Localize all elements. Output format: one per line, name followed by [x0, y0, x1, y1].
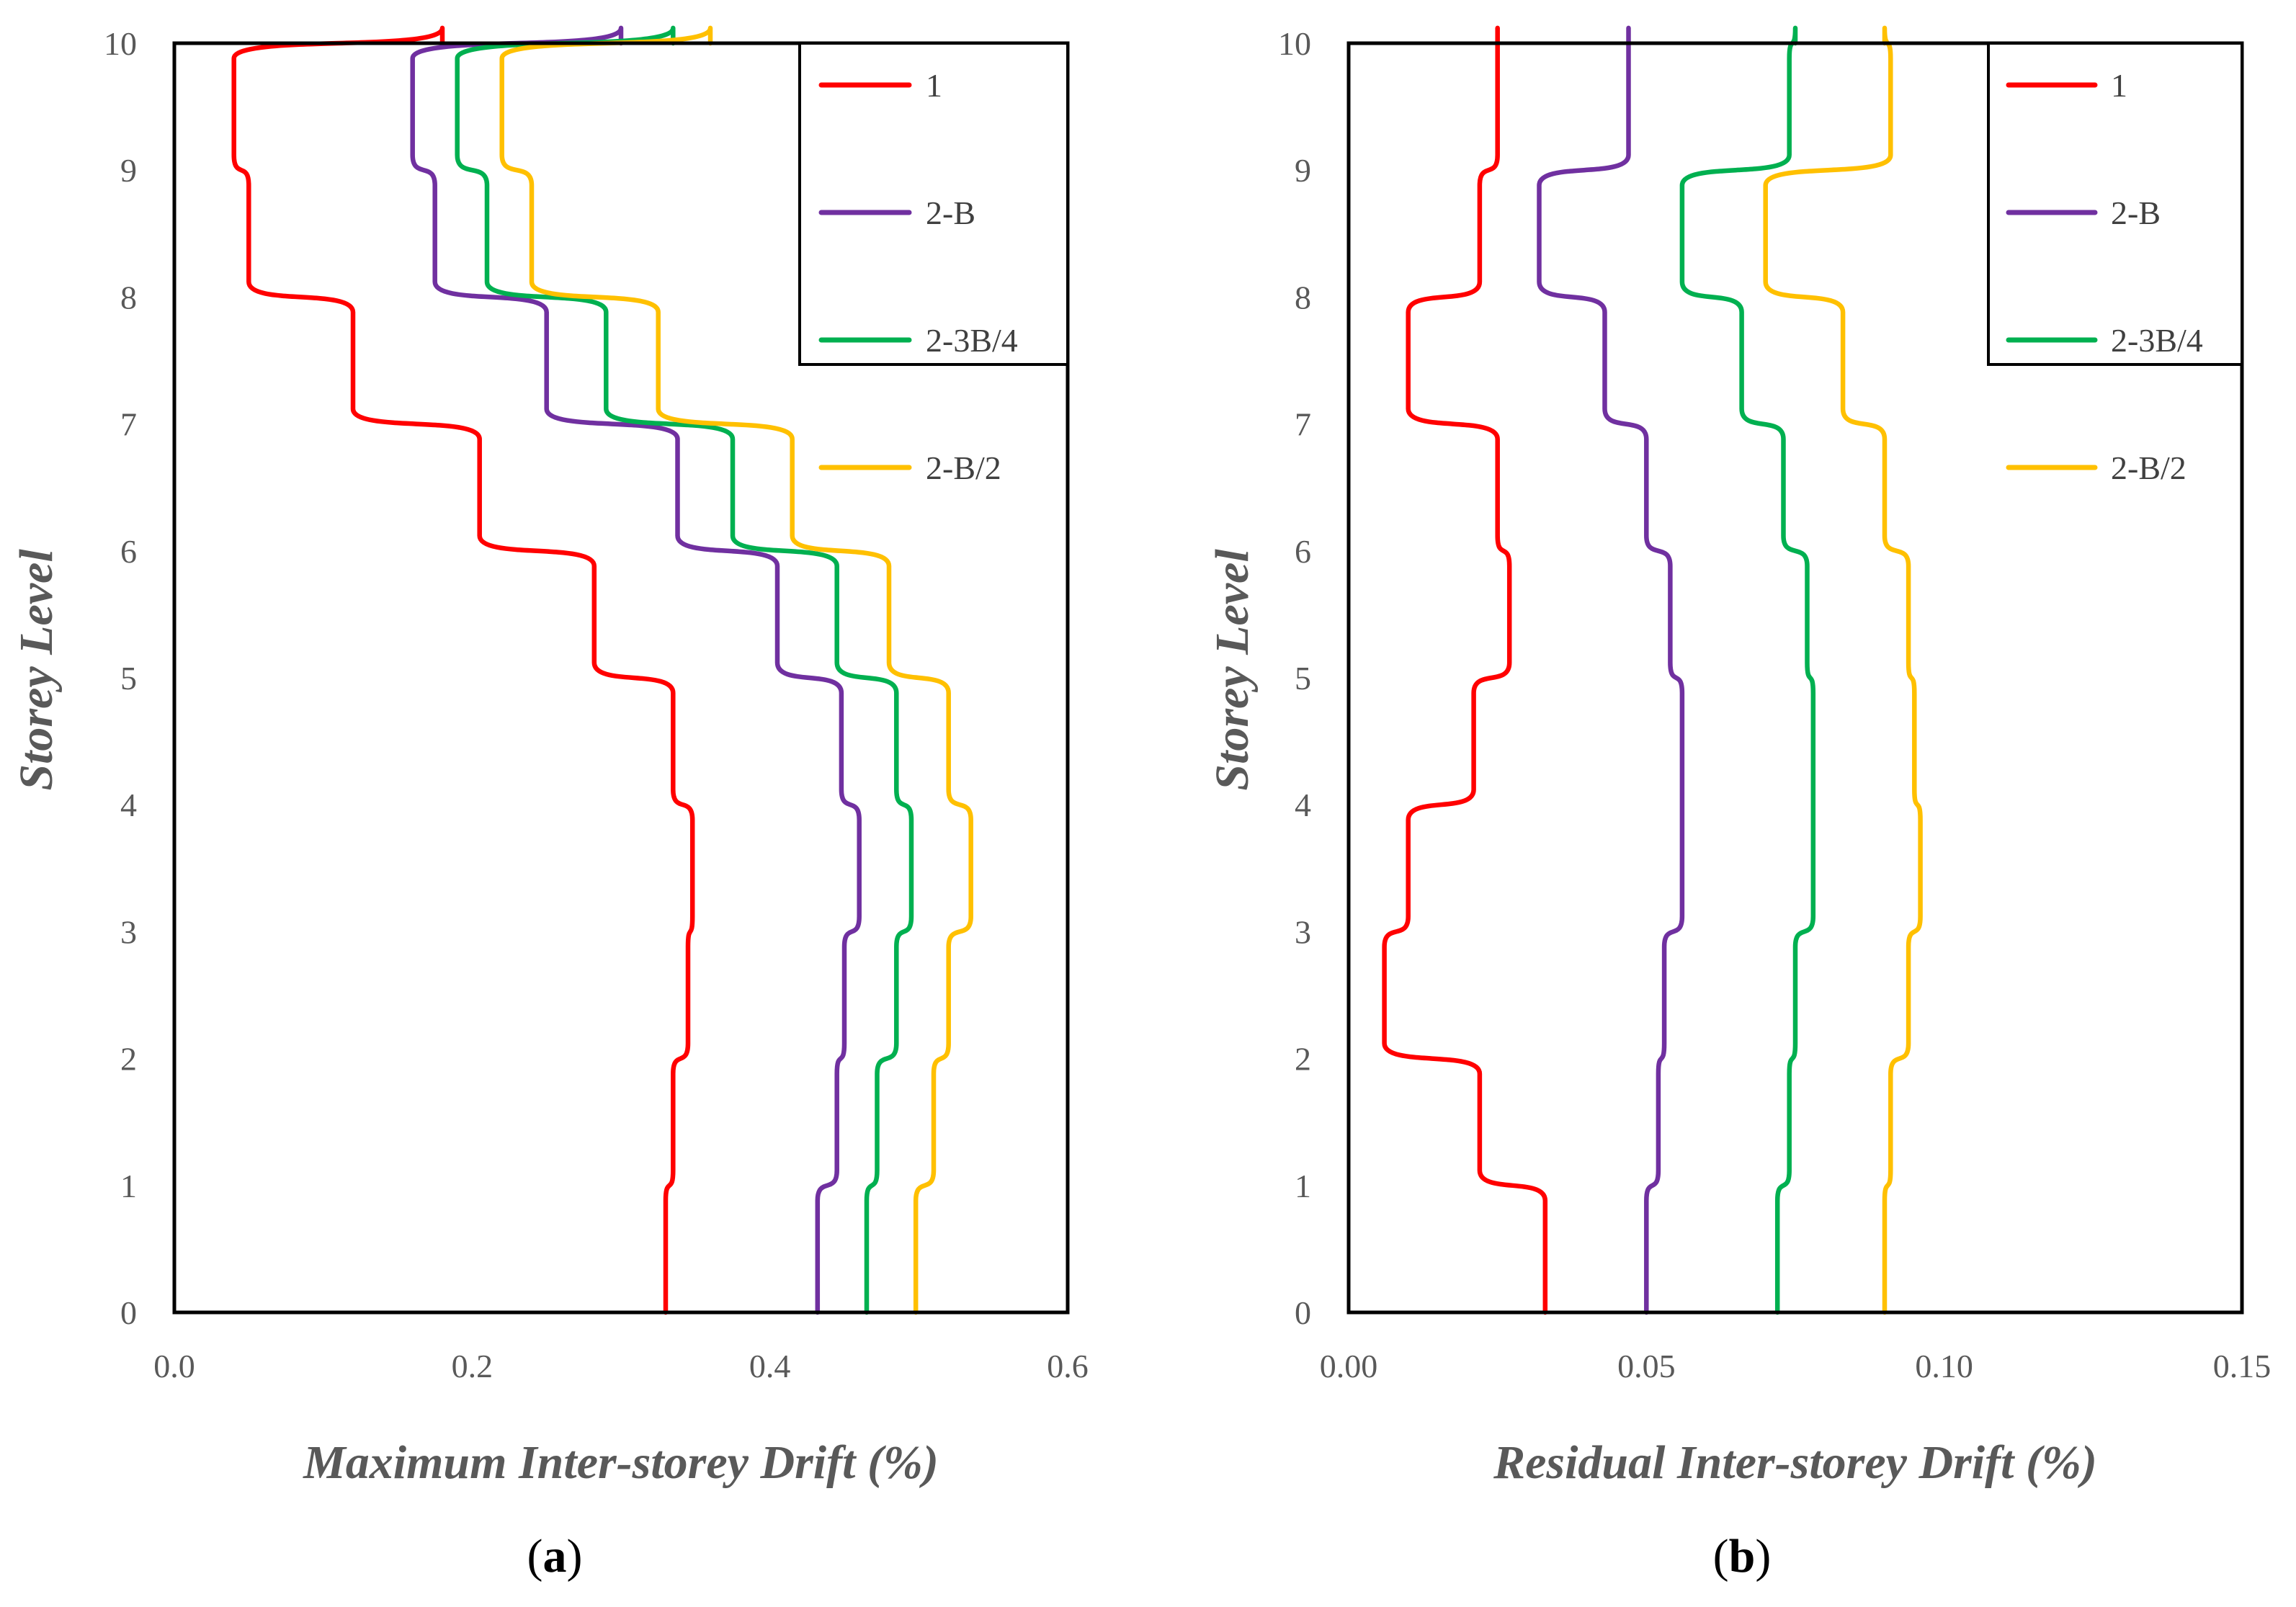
x-tick-label: 0.6	[1047, 1348, 1089, 1384]
series-line-b-2-3B-4	[1679, 25, 1816, 1315]
y-tick-label: 3	[120, 913, 137, 950]
y-tick-label: 10	[1278, 25, 1311, 62]
panel-caption-letter: b	[1729, 1530, 1756, 1583]
legend-label: 2-B/2	[926, 449, 1001, 486]
series-line-b-2-B-2	[1763, 25, 1923, 1315]
x-tick-label: 0.2	[452, 1348, 493, 1384]
chart-panel-b: 0 1 2 3 4 5 6 7 8 9 10 0.00 0.05 0.10 0.15 Residual Int…	[1206, 25, 2271, 1583]
y-tick-label: 5	[1295, 660, 1311, 697]
y-axis-label: Storey Level	[1206, 549, 1259, 791]
y-tick-label: 9	[120, 152, 137, 189]
y-tick-label: 9	[1295, 152, 1311, 189]
y-tick-label: 7	[1295, 406, 1311, 443]
legend-label: 1	[926, 67, 942, 104]
y-tick-label: 3	[1295, 913, 1311, 950]
panel-caption: (b)	[1713, 1530, 1772, 1583]
y-tick-label: 4	[120, 787, 137, 823]
x-tick-label: 0.00	[1320, 1348, 1378, 1384]
legend-label: 2-B	[2111, 194, 2161, 231]
series-line-b-2-B	[1537, 25, 1685, 1315]
y-tick-label: 4	[1295, 787, 1311, 823]
x-tick-label: 0.05	[1617, 1348, 1676, 1384]
y-tick-label: 0	[120, 1294, 137, 1331]
chart-panel-a: 0 1 2 3 4 5 6 7 8 9 10 0.0 0.2 0.4 0.6 Maximum Inter-st…	[10, 25, 1089, 1583]
x-axis-label: Residual Inter-storey Drift (%)	[1493, 1436, 2097, 1489]
y-axis-label: Storey Level	[10, 549, 63, 791]
y-tick-label: 0	[1295, 1294, 1311, 1331]
series-line-a-2-B-2	[499, 25, 973, 1315]
x-tick-label: 0.10	[1915, 1348, 1973, 1384]
series-line-b-1	[1382, 25, 1548, 1315]
x-tick-label: 0.15	[2213, 1348, 2272, 1384]
x-tick-label: 0.0	[153, 1348, 195, 1384]
y-tick-label: 6	[1295, 533, 1311, 570]
x-axis-label: Maximum Inter-storey Drift (%)	[303, 1436, 939, 1489]
y-tick-label: 8	[1295, 279, 1311, 315]
series-line-a-2-B	[410, 25, 862, 1315]
y-tick-label: 5	[120, 660, 137, 697]
panel-caption: (a)	[527, 1530, 583, 1583]
series-line-a-2-3B-4	[455, 25, 914, 1315]
legend-label: 2-B	[926, 194, 975, 231]
y-tick-label: 2	[120, 1041, 137, 1078]
legend-label: 1	[2111, 67, 2127, 104]
y-tick-label: 10	[104, 25, 137, 62]
y-tick-label: 2	[1295, 1041, 1311, 1078]
y-tick-label: 1	[1295, 1168, 1311, 1204]
legend-label: 2-B/2	[2111, 449, 2186, 486]
legend-box	[798, 42, 1069, 366]
plot-area-frame	[1346, 41, 2244, 1315]
legend-label: 2-3B/4	[2111, 322, 2203, 359]
y-tick-label: 7	[120, 406, 137, 443]
legend-box	[1987, 42, 2243, 366]
y-tick-label: 8	[120, 279, 137, 315]
panel-caption-letter: a	[543, 1530, 567, 1583]
y-tick-label: 1	[120, 1168, 137, 1204]
legend-label: 2-3B/4	[926, 322, 1018, 359]
x-tick-label: 0.4	[749, 1348, 791, 1384]
plot-area-frame	[172, 41, 1070, 1315]
y-tick-label: 6	[120, 533, 137, 570]
series-line-a-1	[231, 25, 695, 1315]
